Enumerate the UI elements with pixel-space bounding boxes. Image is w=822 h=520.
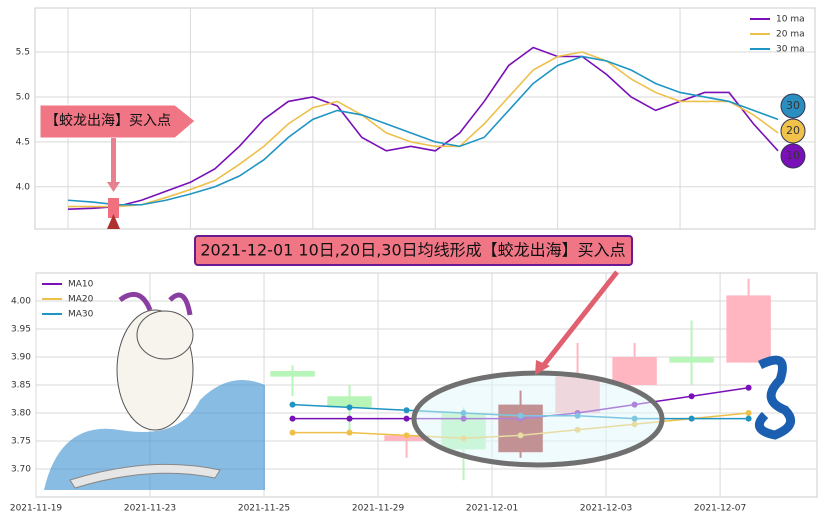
candle-body — [270, 371, 315, 377]
x-tick-label: 2021-11-29 — [352, 504, 405, 514]
x-tick-label: 2021-12-01 — [466, 504, 518, 514]
y-tick-label: 3.75 — [11, 437, 31, 447]
badge-30 — [780, 93, 806, 119]
legend-label: MA10 — [68, 280, 94, 290]
legend-label: 20 ma — [776, 30, 805, 40]
top-arrow-callout — [39, 104, 196, 139]
x-tick-label: 2021-11-25 — [238, 504, 290, 514]
y-tick-label: 3.90 — [11, 353, 31, 363]
y-tick-label: 3.95 — [11, 325, 31, 335]
badge-20 — [780, 118, 806, 144]
callout-stem — [111, 138, 116, 182]
ma-dot — [403, 415, 410, 422]
candle-body — [612, 357, 657, 385]
ma-dot — [289, 401, 296, 408]
badge-text: 20 — [786, 124, 800, 137]
banner — [194, 235, 633, 266]
badge-10 — [780, 143, 806, 169]
candle-body — [669, 357, 714, 363]
x-tick-label: 2021-12-03 — [580, 504, 632, 514]
ma-dot — [346, 415, 353, 422]
dragon-decoration — [754, 355, 796, 440]
y-tick-label: 3.80 — [11, 409, 31, 419]
arrow-head — [535, 360, 550, 375]
legend-label: 10 ma — [776, 15, 805, 25]
ma-dot — [346, 404, 353, 411]
callout-stem-head — [107, 182, 120, 192]
ma-dot — [745, 410, 752, 416]
ma-line — [68, 51, 779, 208]
ma-dot — [289, 429, 296, 436]
legend-label: MA30 — [68, 310, 94, 320]
legend-label: 30 ma — [776, 45, 805, 55]
ma-dot — [403, 432, 410, 439]
ma-dot — [403, 407, 410, 414]
candle-body — [726, 295, 771, 363]
y-tick-label: 3.70 — [11, 465, 31, 475]
y-tick-label: 4.5 — [16, 137, 30, 147]
ma-dot — [745, 384, 752, 391]
y-tick-label: 4.0 — [16, 182, 31, 192]
buy-candle-mark — [108, 198, 119, 218]
buy-triangle — [107, 214, 120, 229]
ma-dot — [688, 415, 695, 422]
ma-dot — [289, 415, 296, 422]
badge-text: 30 — [786, 99, 800, 112]
callout-text: 【蛟龙出海】买入点 — [45, 113, 171, 129]
legend-label: MA20 — [68, 295, 94, 305]
candle-body — [327, 396, 372, 408]
x-tick-label: 2021-11-23 — [124, 504, 176, 514]
highlight-ellipse — [411, 370, 665, 468]
y-tick-label: 5.0 — [16, 92, 31, 102]
ma-dot — [745, 415, 752, 422]
y-tick-label: 5.5 — [16, 48, 30, 58]
x-tick-label: 2021-11-19 — [10, 504, 63, 514]
pointer-arrow — [541, 270, 619, 368]
ma-line — [67, 46, 779, 211]
wave-decoration — [44, 291, 265, 490]
banner-text: 2021-12-01 10日,20日,30日均线形成【蛟龙出海】买入点 — [200, 241, 625, 260]
y-tick-label: 3.85 — [11, 381, 31, 391]
badge-text: 10 — [786, 149, 800, 162]
ma-dot — [346, 429, 353, 436]
ma-line — [67, 55, 779, 206]
y-tick-label: 4.00 — [11, 297, 31, 307]
ma-dot — [688, 393, 695, 400]
x-tick-label: 2021-12-07 — [694, 504, 746, 514]
